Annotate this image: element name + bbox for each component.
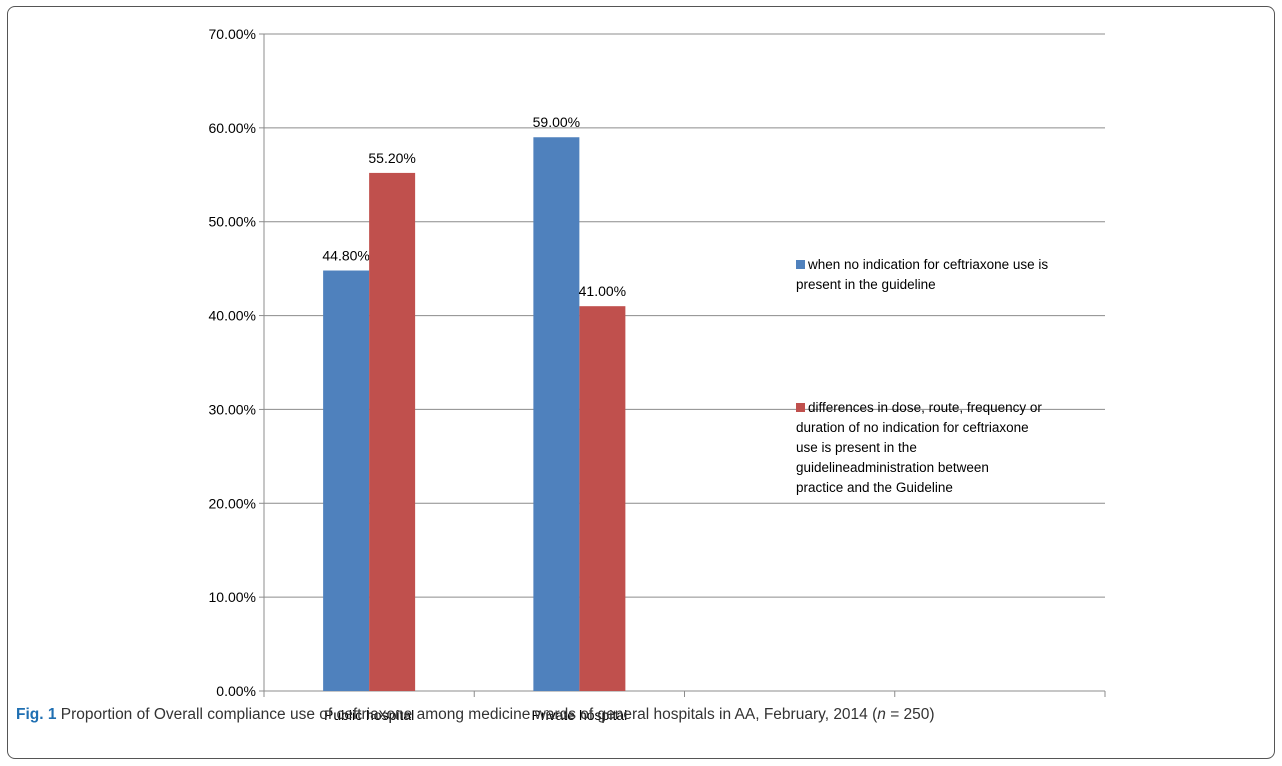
x-tick-label: Public hospital (324, 707, 414, 723)
caption-text-end: = 250) (885, 706, 935, 723)
data-label: 59.00% (533, 114, 580, 130)
legend-text-2e: practice and the Guideline (796, 480, 953, 495)
y-tick-label: 60.00% (209, 120, 256, 136)
caption-text: Proportion of Overall compliance use of … (56, 706, 878, 723)
figure-caption: Fig. 1 Proportion of Overall compliance … (16, 706, 1266, 724)
bar (323, 270, 370, 691)
bar (579, 306, 626, 691)
y-tick-label: 0.00% (216, 683, 256, 699)
y-tick-label: 70.00% (209, 26, 256, 42)
y-tick-label: 10.00% (209, 589, 256, 605)
figure-label: Fig. 1 (16, 706, 57, 723)
legend-text-1b: present in the guideline (796, 277, 936, 292)
legend-swatch-blue (796, 260, 805, 269)
legend-text-2a: differences in dose, route, frequency or (808, 400, 1042, 415)
legend-swatch-red (796, 403, 805, 412)
y-tick-label: 20.00% (209, 495, 256, 511)
figure-frame (7, 6, 1275, 759)
y-tick-label: 30.00% (209, 401, 256, 417)
legend-text-1a: when no indication for ceftriaxone use i… (808, 257, 1049, 272)
legend-text-2c: use is present in the (796, 440, 917, 455)
y-tick-label: 40.00% (209, 308, 256, 324)
legend-entry-series-1: when no indication for ceftriaxone use i… (796, 255, 1096, 295)
caption-n: n (877, 706, 886, 723)
data-label: 44.80% (322, 248, 369, 264)
bar (533, 137, 580, 691)
legend-entry-series-2: differences in dose, route, frequency or… (796, 398, 1096, 498)
data-label: 55.20% (368, 150, 415, 166)
bar (369, 172, 416, 691)
x-tick-label: Private hospital (532, 707, 628, 723)
y-tick-label: 50.00% (209, 214, 256, 230)
data-label: 41.00% (579, 283, 626, 299)
legend-text-2b: duration of no indication for ceftriaxon… (796, 420, 1029, 435)
legend-text-2d: guidelineadministration between (796, 460, 989, 475)
